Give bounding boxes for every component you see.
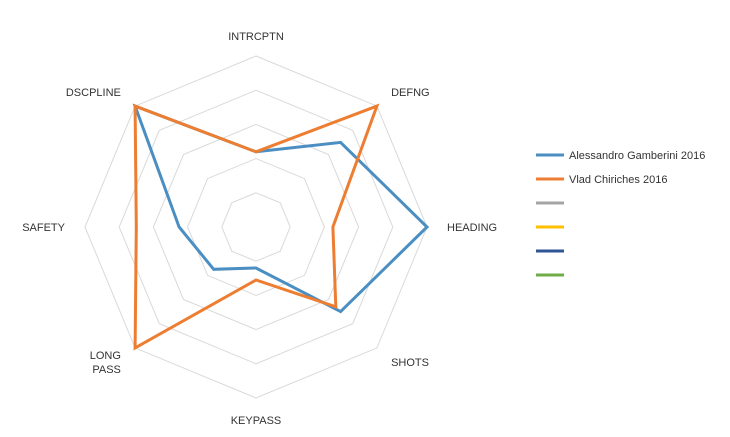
grid-ring-3 — [152, 123, 360, 331]
axis-label-heading: HEADING — [447, 222, 497, 234]
axis-label-intrcptn: INTRCPTN — [228, 31, 284, 43]
axis-labels: INTRCPTN DEFNG HEADING SHOTS KEYPASS LONG PASS… — [22, 31, 497, 427]
series-line-2 — [133, 103, 380, 351]
axis-label-dscpline: DSCPLINE — [66, 87, 121, 99]
grid-ring-5 — [84, 55, 428, 399]
legend-label-2: Vlad Chiriches 2016 — [569, 174, 667, 186]
legend-label-1: Alessandro Gamberini 2016 — [569, 150, 705, 162]
legend: Alessandro Gamberini 2016 Vlad Chiriches … — [536, 150, 705, 277]
series-line-1 — [132, 103, 430, 314]
axis-label-defng: DEFNG — [391, 87, 430, 99]
grid-ring-1 — [221, 192, 291, 262]
axis-label-safety: SAFETY — [22, 222, 65, 234]
grid-ring-4 — [118, 89, 394, 365]
axis-label-shots: SHOTS — [391, 357, 429, 369]
axis-label-keypass: KEYPASS — [231, 415, 282, 427]
grid-ring-2 — [187, 158, 325, 296]
grid-layer — [84, 55, 428, 399]
series-layer — [132, 103, 430, 351]
axis-label-long-pass: LONG PASS — [90, 350, 121, 376]
